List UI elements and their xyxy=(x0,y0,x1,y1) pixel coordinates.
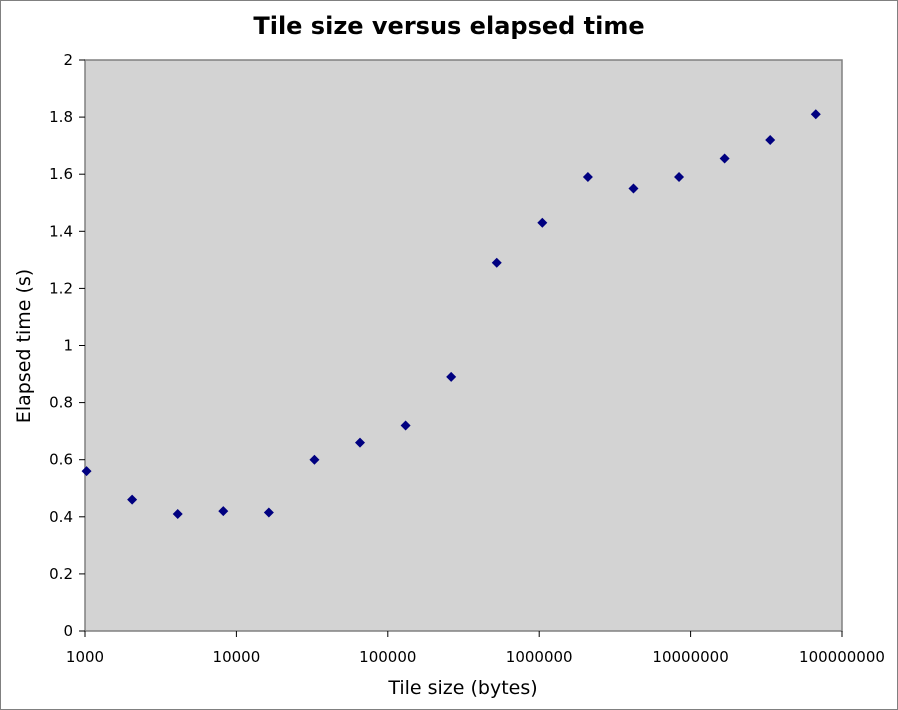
x-axis: 1000 10000 100000 1000000 10000000 100000000 xyxy=(66,631,885,666)
x-tick-label: 1000 xyxy=(66,648,104,666)
data-point xyxy=(127,494,138,505)
data-point xyxy=(400,420,411,431)
y-tick-label: 1.8 xyxy=(49,108,73,126)
data-point xyxy=(491,257,502,268)
data-point xyxy=(582,172,593,183)
data-point xyxy=(218,506,229,517)
y-tick-label: 1 xyxy=(63,337,73,355)
data-point xyxy=(719,153,730,164)
y-tick-label: 1.2 xyxy=(49,279,73,297)
y-tick-label: 0.8 xyxy=(49,394,73,412)
data-point xyxy=(446,371,457,382)
x-tick-label: 1000000 xyxy=(506,648,573,666)
data-point xyxy=(355,437,366,448)
data-point xyxy=(765,134,776,145)
y-tick-label: 1.4 xyxy=(49,222,73,240)
data-points xyxy=(81,109,821,519)
data-point xyxy=(263,507,274,518)
data-point xyxy=(309,454,320,465)
plot-area xyxy=(84,59,843,632)
y-tick-label: 0.6 xyxy=(49,451,73,469)
chart-title: Tile size versus elapsed time xyxy=(253,12,644,40)
y-axis: 0 0.2 0.4 0.6 0.8 1 1.2 1.4 1.6 1.8 2 xyxy=(49,51,85,640)
data-point xyxy=(172,508,183,519)
y-tick-label: 0.2 xyxy=(49,565,73,583)
y-tick-label: 2 xyxy=(63,51,73,69)
x-tick-label: 100000000 xyxy=(799,648,885,666)
y-tick-label: 0.4 xyxy=(49,508,73,526)
y-tick-label: 1.6 xyxy=(49,165,73,183)
data-point xyxy=(674,172,685,183)
data-point xyxy=(810,109,821,120)
x-tick-label: 10000 xyxy=(213,648,261,666)
data-point xyxy=(81,466,92,477)
y-axis-label: Elapsed time (s) xyxy=(13,269,35,423)
x-axis-label: Tile size (bytes) xyxy=(387,677,537,699)
y-tick-label: 0 xyxy=(63,622,73,640)
data-point xyxy=(628,183,639,194)
data-point xyxy=(537,217,548,228)
x-tick-label: 10000000 xyxy=(652,648,728,666)
x-tick-label: 100000 xyxy=(359,648,416,666)
